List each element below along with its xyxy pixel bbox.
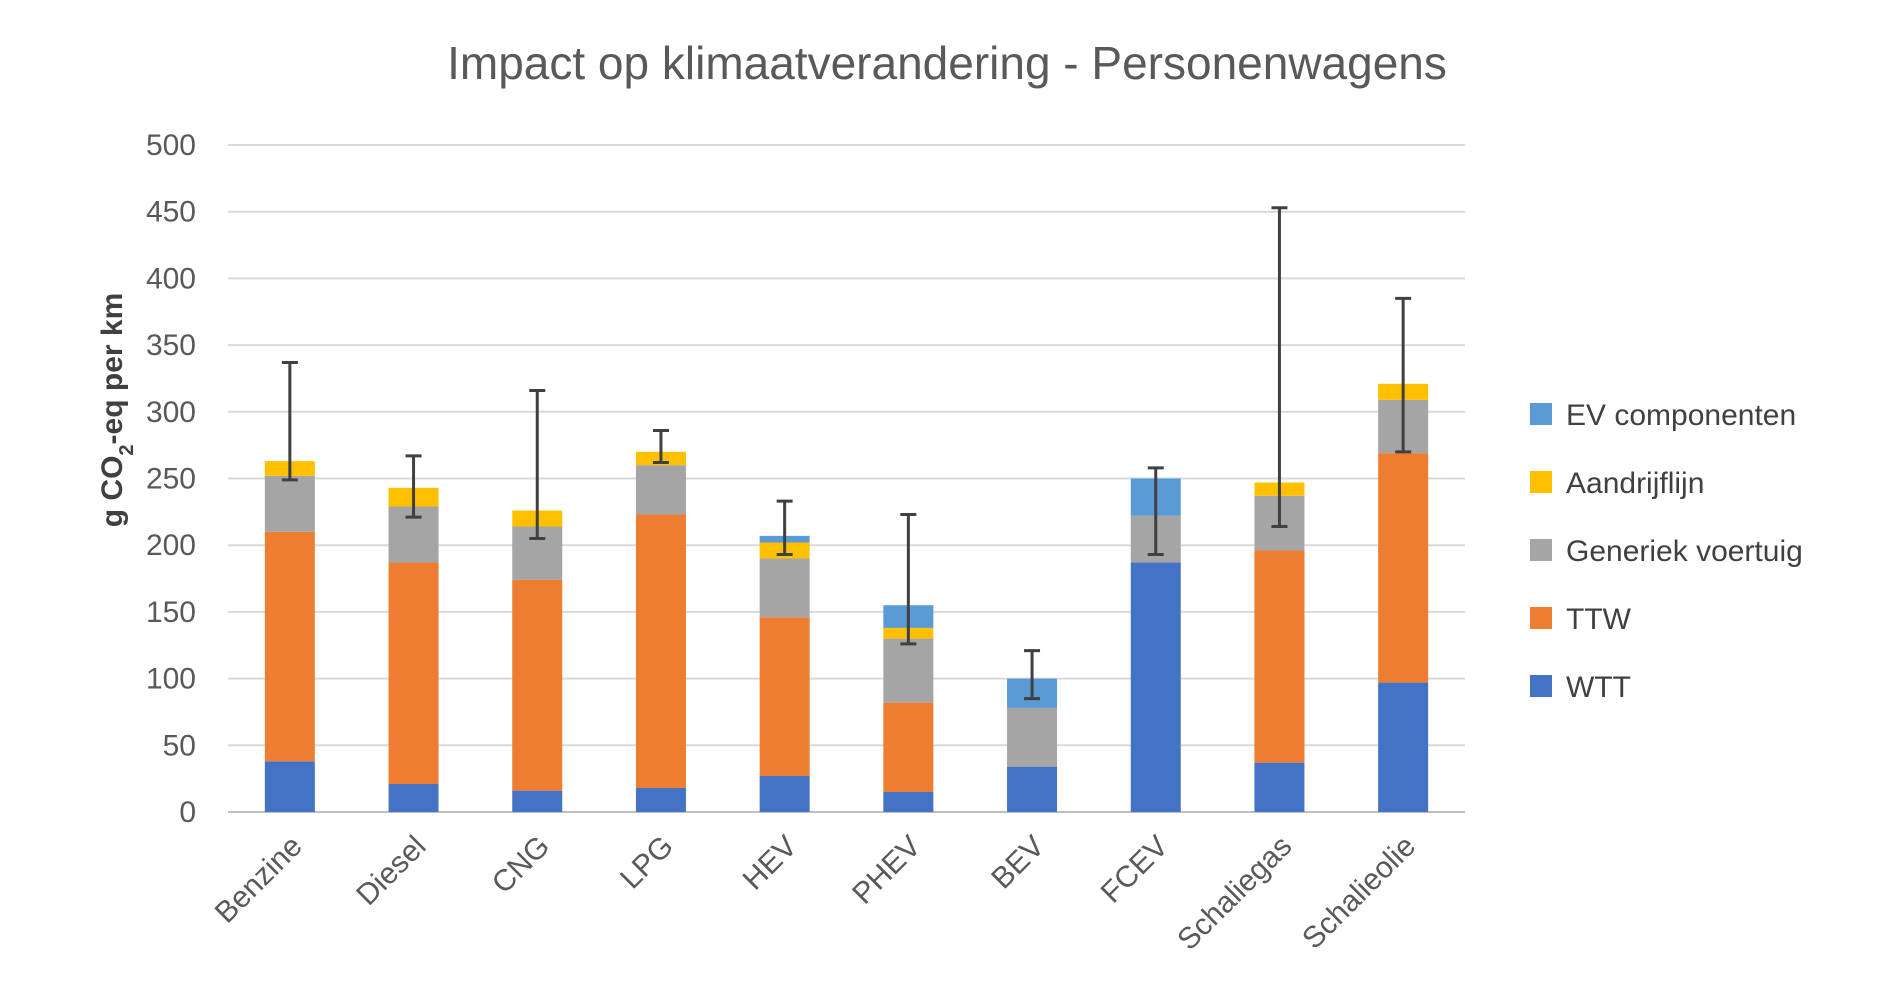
bars [264, 383, 1429, 812]
legend-label: EV componenten [1566, 399, 1796, 432]
y-tick-label: 0 [179, 796, 196, 829]
bar-segment-ttw [635, 514, 686, 788]
y-tick-label: 400 [146, 262, 196, 295]
error-bar [652, 428, 669, 464]
bar-segment-generiek-voertuig [264, 475, 315, 532]
error-bar [776, 499, 793, 557]
legend-item-aandrijflijn: Aandrijflijn [1530, 467, 1704, 500]
x-axis-ticks: Benzine Diesel CNG LPG HEV PHEV BEV FCEVSchalie… [209, 830, 1422, 957]
bar-segment-wtt [388, 783, 439, 812]
legend-swatch [1530, 675, 1552, 697]
y-tick-label: 100 [146, 663, 196, 696]
x-tick-label: Benzine [209, 830, 309, 930]
bar-segment-wtt [759, 775, 810, 812]
x-tick-label: HEV [737, 830, 804, 897]
error-bar [1147, 466, 1164, 557]
x-tick-label: BEV [985, 830, 1051, 896]
bar-segment-wtt [1378, 682, 1429, 812]
y-tick-label: 150 [146, 596, 196, 629]
y-tick-label: 350 [146, 329, 196, 362]
legend-item-wtt: WTT [1530, 671, 1631, 704]
y-tick-label: 300 [146, 396, 196, 429]
legend-swatch [1530, 403, 1552, 425]
y-axis-label: g CO2-eq per km [96, 293, 138, 528]
bar-segment-ttw [759, 617, 810, 776]
bar-segment-wtt [1254, 762, 1305, 812]
bar-segment-ttw [512, 579, 563, 791]
x-tick-label: Diesel [350, 830, 432, 912]
bar-segment-wtt [1130, 562, 1181, 812]
error-bar [529, 388, 546, 541]
bar-segment-wtt [635, 787, 686, 812]
bar-segment-generiek-voertuig [1007, 707, 1058, 767]
bar-segment-ttw [883, 702, 934, 792]
y-axis-label-main: g CO [96, 456, 129, 528]
bar-segment-ttw [1254, 550, 1305, 763]
y-tick-label: 200 [146, 529, 196, 562]
y-tick-label: 50 [163, 729, 196, 762]
error-bar [1271, 206, 1288, 529]
bar-segment-wtt [1007, 766, 1058, 812]
legend-label: Generiek voertuig [1566, 535, 1803, 568]
error-bar [281, 360, 298, 482]
legend-swatch [1530, 471, 1552, 493]
y-axis-label-subscript: 2 [116, 444, 138, 455]
bar-segment-ttw [1378, 453, 1429, 683]
error-bar [1024, 649, 1041, 701]
legend-item-ev-componenten: EV componenten [1530, 399, 1796, 432]
y-tick-label: 450 [146, 196, 196, 229]
bar-segment-wtt [883, 791, 934, 812]
x-tick-label: CNG [486, 830, 556, 900]
legend: EV componenten Aandrijflijn Generiek voert… [1530, 399, 1803, 704]
x-tick-label: Schalieolie [1296, 830, 1422, 956]
chart-title: Impact op klimaatverandering - Personenw… [447, 37, 1447, 89]
bar-segment-generiek-voertuig [635, 465, 686, 515]
bar-segment-generiek-voertuig [883, 638, 934, 703]
error-bars [281, 206, 1412, 701]
legend-label: TTW [1566, 603, 1632, 636]
error-bar [405, 454, 422, 519]
x-tick-label: PHEV [846, 830, 927, 911]
y-axis-label-suffix: -eq per km [96, 293, 129, 445]
legend-item-ttw: TTW [1530, 603, 1632, 636]
y-axis-ticks: 0 50 100 150 200 250 300 350 400 450 500 [146, 129, 196, 829]
legend-swatch [1530, 607, 1552, 629]
error-bar [900, 513, 917, 646]
legend-label: Aandrijflijn [1566, 467, 1704, 500]
error-bar [1395, 296, 1412, 454]
bar-segment-wtt [264, 761, 315, 812]
y-tick-label: 250 [146, 463, 196, 496]
y-tick-label: 500 [146, 129, 196, 162]
legend-swatch [1530, 539, 1552, 561]
x-tick-label: FCEV [1095, 830, 1175, 910]
legend-item-generiek-voertuig: Generiek voertuig [1530, 535, 1803, 568]
x-tick-label: Schaliegas [1171, 830, 1298, 957]
bar-segment-ttw [388, 562, 439, 784]
x-tick-label: LPG [614, 830, 680, 896]
bar-segment-wtt [512, 790, 563, 812]
bar-segment-ttw [264, 531, 315, 762]
legend-label: WTT [1566, 671, 1631, 704]
bar-segment-generiek-voertuig [759, 558, 810, 618]
